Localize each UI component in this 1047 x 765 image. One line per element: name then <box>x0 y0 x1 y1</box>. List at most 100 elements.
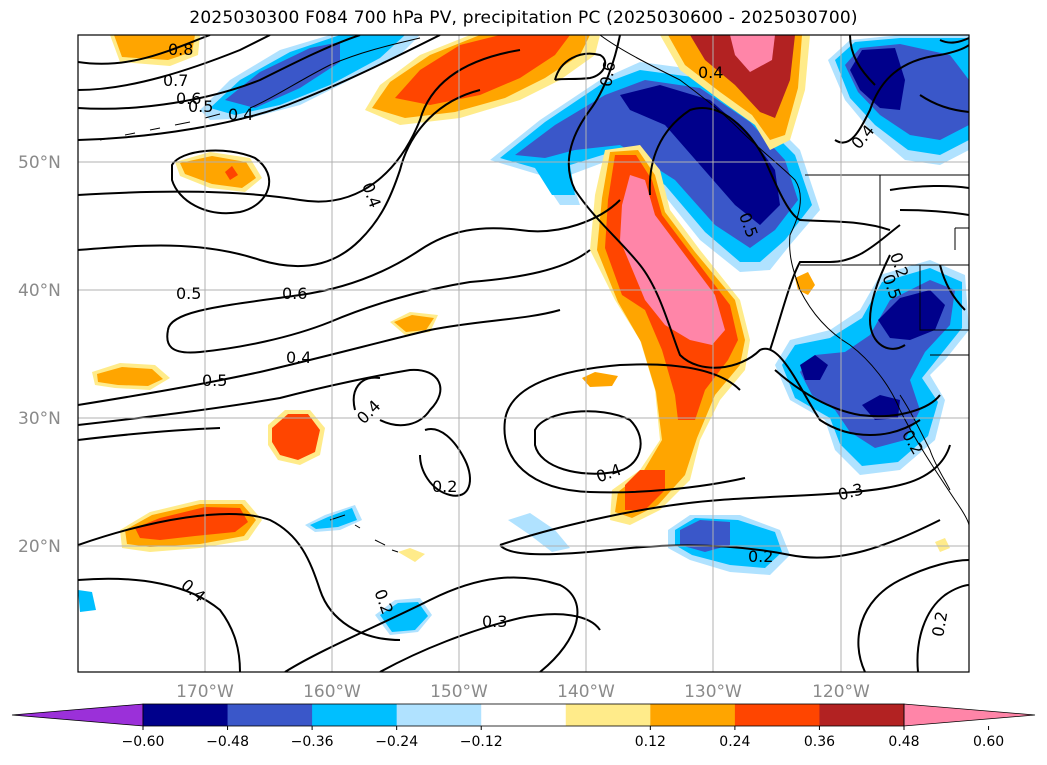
precip-negative-region <box>878 290 945 340</box>
colorbar-tick-label: 0.12 <box>635 734 666 750</box>
colorbar-tick-label: 0.24 <box>719 734 750 750</box>
pv-contour-line <box>774 369 941 418</box>
colorbar-outline <box>142 703 905 727</box>
coastline-layer <box>99 35 969 553</box>
contour-label: 0.4 <box>177 575 209 606</box>
aleutian-islands <box>99 113 221 141</box>
contour-label: 0.4 <box>228 105 253 124</box>
colorbar: −0.60 −0.48 −0.36 −0.24 −0.12 0.12 0.24 0.36 0.4… <box>11 703 1036 750</box>
lon-label: 130°W <box>684 682 742 702</box>
colorbar-segment <box>396 704 482 726</box>
pv-contour-line <box>78 368 442 427</box>
pv-contour-line <box>916 584 969 672</box>
pv-contour-line <box>899 209 969 216</box>
pv-contour-line <box>919 94 969 113</box>
lon-label: 120°W <box>812 682 870 702</box>
precip-positive-region <box>582 372 618 387</box>
plot-area: 0.8 0.7 0.6 0.5 0.4 0.4 0.5 0.6 0.4 0.5 … <box>78 35 969 672</box>
contour-label: 0.3 <box>836 479 866 504</box>
pv-contour-line <box>419 428 471 497</box>
precip-positive-region <box>272 414 320 460</box>
contour-label: 0.6 <box>176 89 201 108</box>
precip-negative-region <box>225 42 340 108</box>
contour-label: 0.6 <box>282 284 307 303</box>
colorbar-tick-label: 0.36 <box>804 734 835 750</box>
figure-title: 2025030300 F084 700 hPa PV, precipitatio… <box>189 8 858 28</box>
precip-positive-region <box>114 35 195 60</box>
contour-label: 0.5 <box>202 371 227 390</box>
contour-label: 0.2 <box>748 547 773 566</box>
colorbar-segment <box>734 704 820 726</box>
colorbar-tick-label: −0.60 <box>122 734 165 750</box>
pv-contour-line <box>868 254 906 350</box>
contour-label: 0.6 <box>596 60 619 88</box>
contour-label: 0.3 <box>482 612 507 631</box>
pv-contour-line <box>499 444 951 546</box>
lon-label: 170°W <box>176 682 234 702</box>
pv-contour-line <box>78 427 221 441</box>
pv-contour-line <box>78 49 521 203</box>
lat-label: 40°N <box>18 281 61 301</box>
contour-label: 0.7 <box>163 71 188 90</box>
precip-negative-region <box>380 602 428 632</box>
pv-contour-line <box>939 37 969 44</box>
alaska-aleutian-coast <box>249 37 421 109</box>
colorbar-segment <box>650 704 736 726</box>
precip-negative-region <box>800 355 828 380</box>
pv-contour-line <box>78 35 361 110</box>
pv-contour-line <box>167 199 621 331</box>
plot-frame <box>77 34 970 673</box>
precip-positive-region <box>620 175 725 345</box>
colorbar-tick-label: 0.48 <box>888 734 919 750</box>
contour-label: 0.4 <box>353 396 384 427</box>
contour-label: 0.8 <box>168 40 193 59</box>
precip-positive-region <box>625 470 665 510</box>
contour-label: 0.4 <box>358 180 385 210</box>
pv-contour-line <box>78 35 441 141</box>
colorbar-segment <box>143 704 229 726</box>
pv-contour-line <box>939 264 966 311</box>
precip-negative-region <box>850 48 905 110</box>
gridlines <box>78 35 969 672</box>
contour-label: 0.4 <box>698 63 723 82</box>
colorbar-segment <box>227 704 313 726</box>
lat-label: 50°N <box>18 153 61 173</box>
pv-contour-line <box>889 184 969 191</box>
contour-label: 0.4 <box>594 460 624 487</box>
precip-positive-region <box>730 35 775 72</box>
pv-contour-line <box>554 52 607 81</box>
pv-contour-line <box>352 376 381 411</box>
contour-label: 0.5 <box>188 97 213 116</box>
state-boundary <box>919 265 969 331</box>
pv-contour-line <box>834 44 969 144</box>
precip-positive-region <box>135 507 248 540</box>
hawaiian-islands <box>329 514 399 553</box>
pv-contour-line <box>849 35 876 86</box>
colorbar-segment <box>819 704 905 726</box>
precip-positive-region <box>398 548 425 562</box>
precip-positive-region <box>97 367 163 386</box>
lon-label: 150°W <box>430 682 488 702</box>
contour-label: 0.2 <box>928 610 951 638</box>
north-america-coast <box>599 35 969 526</box>
pv-contour-layer <box>78 35 969 672</box>
pv-contour-line <box>857 559 969 672</box>
pv-contour-line <box>166 249 591 354</box>
colorbar-segment <box>312 704 398 726</box>
lat-label: 30°N <box>18 409 61 429</box>
lat-label: 20°N <box>18 537 61 557</box>
contour-label: 0.2 <box>432 477 457 496</box>
pv-contour-line <box>534 410 642 475</box>
precip-negative-region <box>862 395 900 420</box>
colorbar-tick-label: −0.24 <box>375 734 418 750</box>
pv-contour-line <box>284 576 579 672</box>
pv-contour-line <box>503 419 746 494</box>
latitude-labels: 50°N 40°N 30°N 20°N <box>18 153 61 557</box>
colorbar-tick-label: −0.12 <box>460 734 503 750</box>
contour-label: 0.4 <box>286 348 311 367</box>
precip-positive-region <box>394 315 434 332</box>
pv-contour-line <box>78 513 401 641</box>
colorbar-segment <box>481 704 567 726</box>
pv-contour-line <box>78 89 481 268</box>
